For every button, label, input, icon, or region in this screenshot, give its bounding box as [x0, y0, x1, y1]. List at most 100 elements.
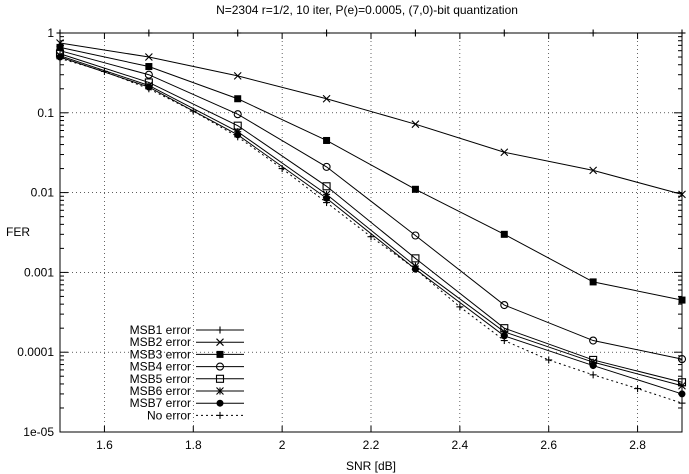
- y-tick-label: 0.001: [24, 265, 54, 279]
- marker-shape: [145, 63, 153, 71]
- axis-ticks: 1.6 1.8 2 2.2 2.4 2.6 2.8 1e-05 0.0001 0.001 0.01 0…: [17, 26, 682, 452]
- data-point: [500, 148, 509, 157]
- data-point: [589, 371, 597, 379]
- data-point: [589, 362, 597, 370]
- marker-stroke: [216, 387, 224, 395]
- legend-label: MSB2 error: [130, 335, 191, 349]
- legend-marker: [216, 326, 224, 334]
- marker-shape: [500, 300, 509, 310]
- marker-shape: [589, 278, 597, 286]
- legend-marker: [216, 411, 224, 419]
- marker-shape: [233, 110, 242, 119]
- legend-label: No error: [147, 408, 191, 422]
- data-point: [634, 385, 642, 393]
- series-line: [59, 46, 683, 301]
- marker-stroke: [322, 94, 331, 103]
- data-point: [411, 231, 420, 240]
- data-point: [144, 70, 153, 79]
- marker-stroke: [233, 72, 242, 80]
- data-point: [145, 85, 153, 93]
- y-tick-label: 0.0001: [17, 345, 54, 359]
- legend-marker: [215, 362, 225, 371]
- data-point: [322, 94, 331, 103]
- y-axis-label: FER: [6, 225, 30, 239]
- legend-marker: [216, 338, 224, 347]
- legend-marker: [216, 350, 224, 358]
- legend-label: MSB4 error: [130, 360, 191, 374]
- data-point: [144, 53, 153, 61]
- marker-shape: [589, 362, 597, 370]
- x-tick-label: 2.6: [540, 438, 557, 452]
- legend-label: MSB1 error: [130, 323, 191, 337]
- legend-label: MSB7 error: [130, 396, 191, 410]
- marker-shape: [411, 185, 419, 193]
- marker-shape: [323, 136, 331, 144]
- marker-shape: [323, 194, 331, 202]
- marker-stroke: [411, 120, 420, 129]
- marker-shape: [589, 336, 598, 345]
- data-point: [323, 136, 331, 144]
- y-tick-label: 1: [47, 26, 54, 40]
- legend-marker: [216, 399, 224, 407]
- x-tick-label: 2.8: [629, 438, 646, 452]
- data-point: [145, 63, 153, 71]
- x-tick-label: 2: [279, 438, 286, 452]
- legend-label: MSB3 error: [130, 347, 191, 361]
- marker-shape: [322, 162, 331, 171]
- series-line: [59, 42, 683, 195]
- marker-stroke: [589, 166, 598, 175]
- data-point: [411, 120, 420, 129]
- data-point: [234, 95, 242, 103]
- data-point: [411, 185, 419, 193]
- data-point: [278, 165, 286, 173]
- series-line: [59, 53, 683, 383]
- series-line: [59, 50, 683, 360]
- marker-shape: [500, 230, 508, 238]
- x-axis-label: SNR [dB]: [346, 459, 396, 473]
- data-point: [589, 278, 597, 286]
- y-tick-label: 0.01: [31, 186, 55, 200]
- plot-frame: [59, 32, 683, 433]
- series-line: [59, 55, 683, 387]
- chart-title: N=2304 r=1/2, 10 iter, P(e)=0.0005, (7,0…: [216, 3, 518, 17]
- data-point: [411, 265, 419, 273]
- marker-stroke: [144, 53, 153, 61]
- marker-shape: [216, 399, 224, 407]
- data-point: [323, 199, 331, 207]
- legend-label: MSB5 error: [130, 372, 191, 386]
- marker-shape: [322, 182, 331, 191]
- data-point: [322, 182, 331, 191]
- data-point: [189, 107, 197, 115]
- data-point: [500, 337, 508, 345]
- y-tick-label: 1e-05: [23, 425, 54, 439]
- data-point: [456, 303, 464, 311]
- data-point: [367, 233, 375, 241]
- marker-stroke: [216, 338, 224, 347]
- data-point: [589, 336, 598, 345]
- data-point: [411, 254, 420, 263]
- data-point: [500, 332, 508, 340]
- marker-stroke: [500, 148, 509, 157]
- grid: [60, 32, 682, 433]
- data-point: [233, 110, 242, 119]
- data-point: [234, 133, 242, 141]
- marker-shape: [411, 231, 420, 240]
- y-tick-label: 0.1: [37, 106, 54, 120]
- data-point: [322, 162, 331, 171]
- data-point: [545, 356, 553, 364]
- data-point: [100, 67, 108, 75]
- x-tick-label: 2.2: [363, 438, 380, 452]
- series-3: [55, 46, 687, 364]
- data-point: [233, 72, 242, 80]
- marker-shape: [500, 332, 508, 340]
- marker-shape: [144, 70, 153, 79]
- legend-label: MSB6 error: [130, 384, 191, 398]
- data-point: [589, 166, 598, 175]
- data-point: [500, 230, 508, 238]
- marker-shape: [216, 350, 224, 358]
- data-point: [323, 194, 331, 202]
- x-tick-label: 2.4: [452, 438, 469, 452]
- marker-shape: [215, 374, 225, 383]
